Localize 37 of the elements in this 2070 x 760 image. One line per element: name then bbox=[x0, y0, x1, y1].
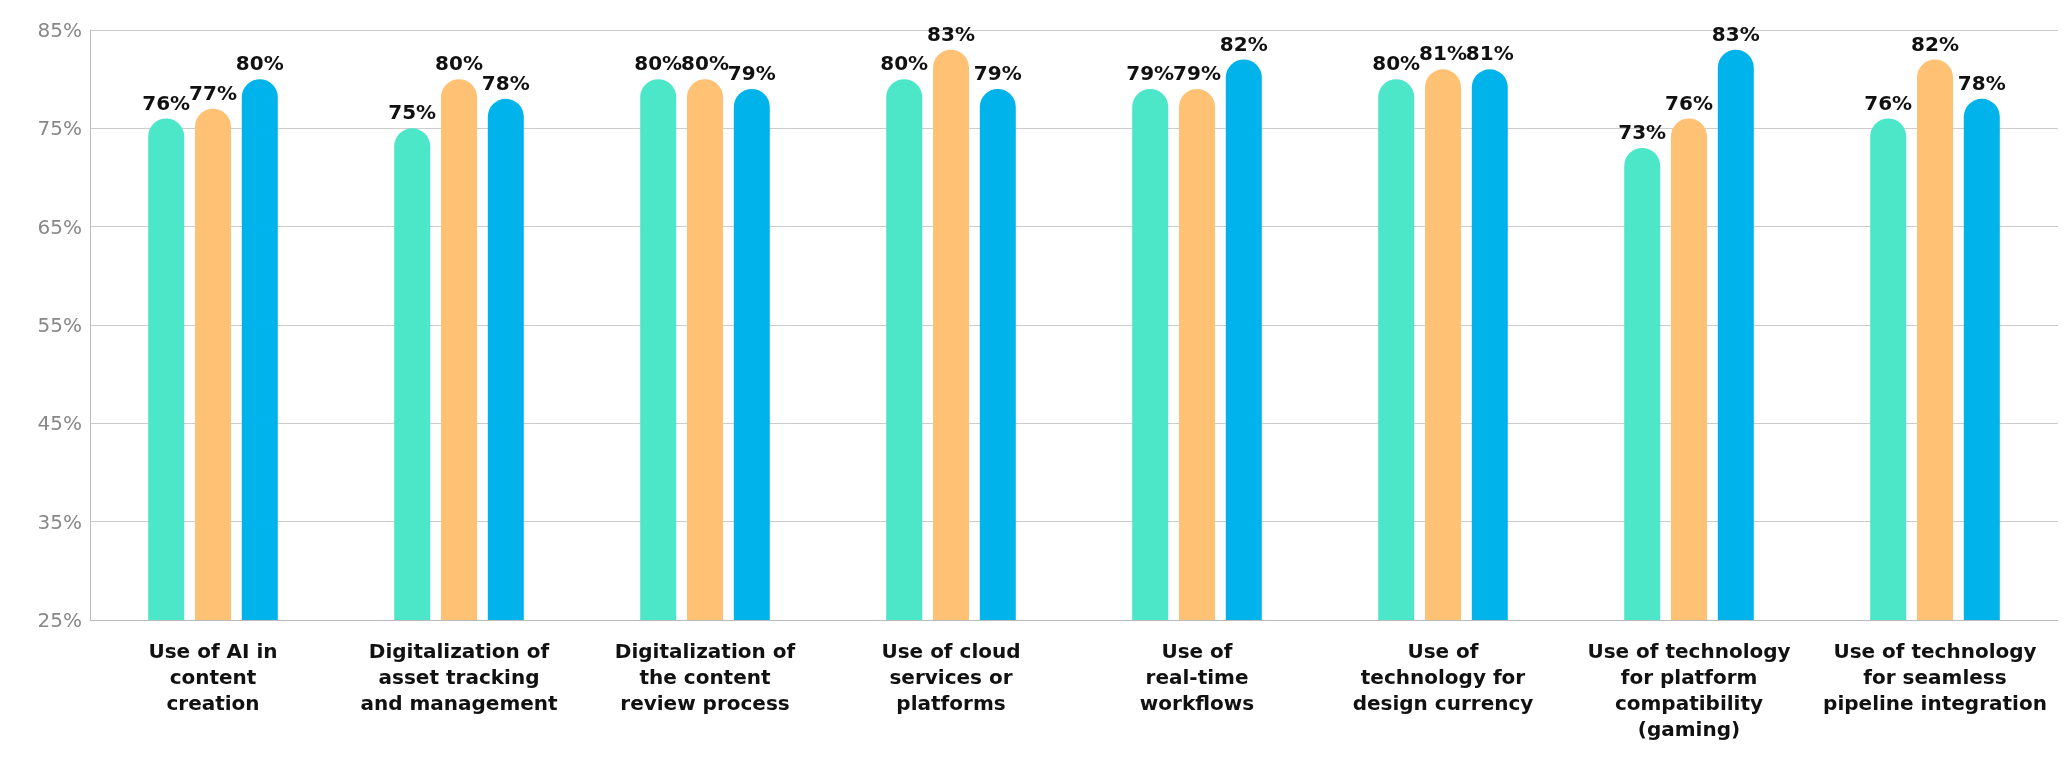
data-label: 80% bbox=[681, 51, 729, 76]
data-label: 81% bbox=[1419, 41, 1467, 66]
data-label: 79% bbox=[973, 61, 1022, 85]
data-label: 82% bbox=[1911, 31, 1959, 56]
x-tick-label: Digitalization of asset tracking and management bbox=[360, 639, 559, 715]
y-tick-label: 35% bbox=[37, 509, 82, 534]
data-label: 78% bbox=[481, 70, 530, 95]
x-tick-label: Use of technology for design currency bbox=[1352, 639, 1534, 715]
x-tick-label: Use of real-time workflows bbox=[1139, 639, 1255, 715]
y-tick-label: 25% bbox=[37, 608, 82, 632]
data-label: 80% bbox=[880, 51, 929, 76]
data-label: 79% bbox=[1126, 61, 1175, 85]
data-label: 83% bbox=[927, 21, 975, 46]
x-tick-label: Use of cloud services or platforms bbox=[881, 639, 1021, 715]
data-label: 75% bbox=[388, 100, 437, 125]
data-label: 76% bbox=[1864, 90, 1913, 115]
data-label: 82% bbox=[1219, 31, 1268, 56]
x-tick-label: Use of technology for platform compatibility (gaming) bbox=[1587, 639, 1791, 741]
data-label: 80% bbox=[634, 51, 683, 76]
data-label: 77% bbox=[189, 80, 237, 105]
data-label: 80% bbox=[435, 51, 483, 76]
x-tick-label: Digitalization of the content review process bbox=[614, 639, 796, 715]
data-label: 78% bbox=[1957, 70, 2006, 95]
data-label: 80% bbox=[235, 51, 284, 76]
y-tick-label: 55% bbox=[37, 313, 82, 337]
y-tick-label: 75% bbox=[37, 116, 82, 141]
y-tick-label: 65% bbox=[37, 214, 82, 239]
data-label: 80% bbox=[1372, 51, 1421, 76]
data-label: 76% bbox=[1665, 90, 1713, 115]
data-label: 76% bbox=[142, 90, 191, 115]
y-tick-label: 45% bbox=[37, 411, 82, 436]
y-tick-label: 85% bbox=[37, 18, 82, 42]
x-tick-label: Use of technology for seamless pipeline integration bbox=[1823, 639, 2047, 715]
data-label: 79% bbox=[1173, 61, 1221, 85]
x-tick-label: Use of AI in content creation bbox=[148, 639, 278, 715]
data-label: 83% bbox=[1711, 21, 1760, 46]
data-label: 73% bbox=[1618, 120, 1667, 144]
